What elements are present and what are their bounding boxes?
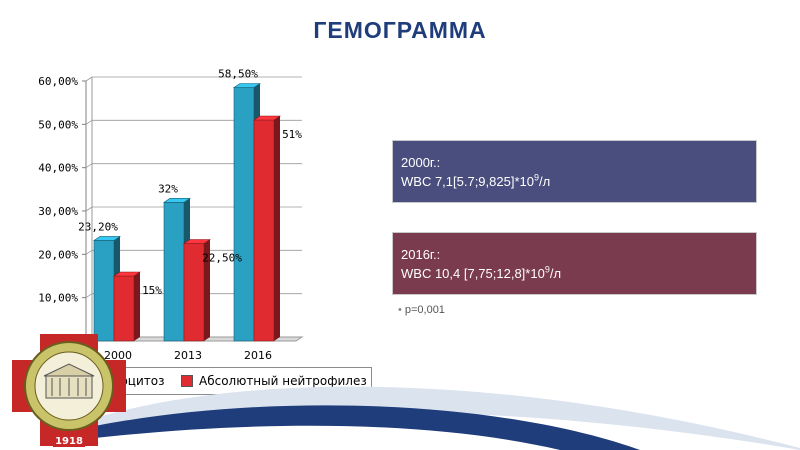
wbc-2016-exponent: 9 (544, 264, 550, 275)
bar (183, 243, 205, 342)
data-labels: 23,20% 15% 32% 22,50% 58,50% 51% (78, 68, 302, 298)
x-tick-label: 2000 (104, 349, 132, 362)
bar-chart: 0,00%10,00%20,00%30,00%40,00%50,00%60,00… (38, 68, 304, 362)
wbc-2016-year: 2016г.: (401, 247, 441, 262)
x-tick-label: 2016 (244, 349, 272, 362)
wbc-2016-unit: /л (549, 266, 562, 281)
bar-side (134, 272, 140, 341)
wbc-2000-value: WBC 7,1[5.7;9,825]*109/л (401, 172, 756, 191)
y-tick-label: 40,00% (38, 162, 78, 175)
data-label: 51% (282, 128, 302, 141)
chart-bars (93, 83, 281, 342)
data-label: 23,20% (78, 220, 118, 233)
y-tick-label: 60,00% (38, 75, 78, 88)
university-emblem-icon: 1918 (12, 334, 800, 450)
bar (163, 202, 185, 342)
wbc-2016-value-main: WBC 10,4 [7,75;12,8]*10 (401, 266, 545, 281)
wbc-2016-box: 2016г.: WBC 10,4 [7,75;12,8]*109/л (392, 232, 757, 295)
data-label: 15% (142, 284, 162, 297)
x-axis-ticks: 2000 2013 2016 (104, 349, 272, 362)
bar (253, 119, 275, 342)
page-title: ГЕМОГРАММА (313, 17, 487, 43)
y-tick-label: 30,00% (38, 205, 78, 218)
bullet-icon: • (398, 304, 402, 316)
p-value: • p=0,001 (398, 304, 445, 316)
gridline-diagonal (85, 293, 93, 298)
y-tick-label: 10,00% (38, 292, 78, 305)
legend-item-neutrophilia: Абсолютный нейтрофилез (181, 374, 367, 388)
gridline-diagonal (85, 76, 93, 82)
logo-year: 1918 (55, 436, 83, 447)
wbc-2000-year: 2000г.: (401, 155, 441, 170)
wbc-2016-value: WBC 10,4 [7,75;12,8]*109/л (401, 264, 756, 283)
wbc-2000-exponent: 9 (533, 172, 539, 183)
wbc-2000-unit: /л (539, 174, 551, 189)
gridline-diagonal (85, 120, 93, 125)
x-tick-label: 2013 (174, 349, 202, 362)
bar-side (204, 239, 210, 341)
data-label: 22,50% (202, 252, 242, 265)
gridline-diagonal (85, 250, 93, 255)
gridline-diagonal (85, 206, 93, 212)
data-label: 58,50% (218, 68, 258, 81)
legend-swatch-neutrophilia (181, 375, 193, 387)
wbc-2000-value-main: WBC 7,1[5.7;9,825]*10 (401, 174, 534, 189)
bar (233, 87, 255, 342)
legend-label-neutrophilia: Абсолютный нейтрофилез (199, 374, 367, 388)
y-axis-ticks: 0,00%10,00%20,00%30,00%40,00%50,00%60,00… (38, 75, 86, 348)
y-tick-label: 50,00% (38, 118, 78, 131)
p-value-text: p=0,001 (404, 304, 445, 316)
bar (93, 240, 115, 342)
bar-side (274, 116, 280, 341)
data-label: 32% (158, 182, 178, 195)
gridline-diagonal (85, 163, 93, 168)
y-tick-label: 20,00% (38, 248, 78, 261)
wbc-2000-box: 2000г.: WBC 7,1[5.7;9,825]*109/л (392, 140, 757, 203)
